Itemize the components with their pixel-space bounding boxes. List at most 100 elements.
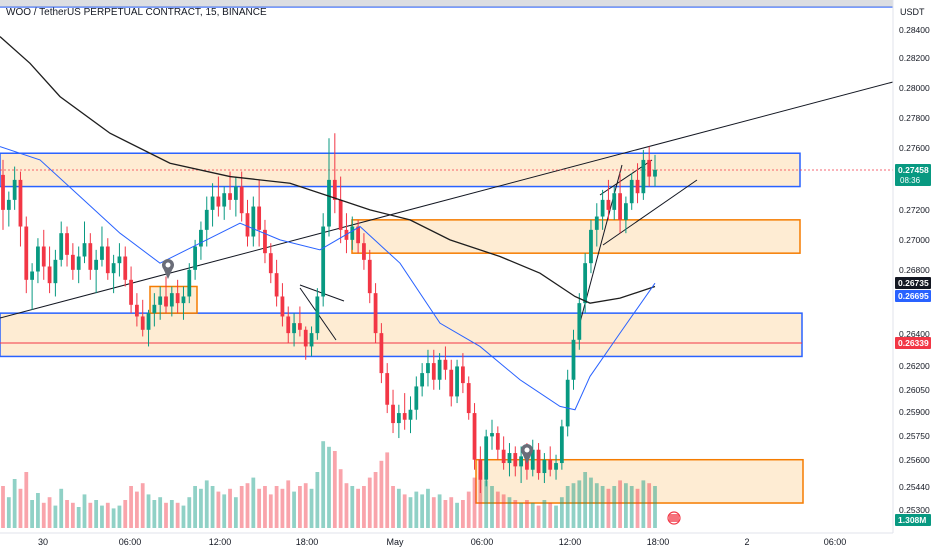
candle[interactable] — [466, 376, 471, 420]
candle[interactable] — [350, 216, 355, 250]
candle[interactable] — [367, 249, 372, 304]
trend-line-0[interactable] — [0, 81, 894, 319]
candle[interactable] — [559, 419, 564, 470]
candle[interactable] — [594, 203, 599, 247]
candle[interactable] — [495, 426, 500, 460]
candle[interactable] — [461, 353, 465, 394]
candle[interactable] — [356, 219, 360, 254]
candle[interactable] — [251, 196, 256, 247]
candle[interactable] — [36, 238, 40, 284]
candle[interactable] — [577, 293, 582, 350]
candle[interactable] — [315, 288, 320, 340]
candle[interactable] — [490, 419, 494, 450]
candle[interactable] — [18, 171, 23, 247]
candle[interactable] — [478, 446, 483, 494]
candle[interactable] — [47, 246, 52, 294]
candle[interactable] — [65, 226, 69, 267]
candle[interactable] — [263, 219, 267, 264]
candle[interactable] — [507, 443, 512, 477]
candle[interactable] — [362, 233, 366, 270]
candle[interactable] — [338, 176, 343, 244]
candle[interactable] — [501, 436, 506, 470]
candle[interactable] — [589, 219, 593, 274]
candle[interactable] — [6, 191, 11, 227]
candle[interactable] — [618, 173, 622, 234]
candle[interactable] — [420, 363, 425, 397]
price-label[interactable]: 0.26735 — [895, 277, 931, 289]
candle[interactable] — [484, 429, 489, 487]
candle[interactable] — [379, 323, 384, 384]
time-axis[interactable]: 30 06:00 12:00 18:00 May 06:00 12:00 18:00 2 06:0… — [0, 532, 893, 547]
candle[interactable] — [268, 243, 273, 284]
candle[interactable] — [298, 306, 302, 337]
us-flag-icon[interactable] — [667, 511, 681, 525]
candle[interactable] — [455, 359, 459, 404]
candle[interactable] — [233, 176, 238, 217]
candle[interactable] — [600, 189, 605, 230]
candle[interactable] — [530, 439, 535, 477]
candle[interactable] — [635, 163, 640, 204]
marker-pin-icon[interactable] — [521, 444, 533, 464]
candle[interactable] — [53, 249, 58, 297]
candle[interactable] — [12, 166, 17, 210]
candle[interactable] — [565, 369, 570, 437]
candle[interactable] — [94, 249, 99, 294]
candle[interactable] — [228, 171, 232, 210]
moving-average-dark[interactable] — [0, 36, 656, 304]
candle[interactable] — [437, 353, 442, 390]
candle[interactable] — [100, 226, 104, 267]
trend-line-2[interactable] — [602, 179, 698, 246]
candle[interactable] — [332, 133, 337, 214]
candle[interactable] — [123, 246, 128, 287]
candle[interactable] — [402, 393, 407, 430]
candle[interactable] — [641, 149, 646, 200]
candle[interactable] — [193, 239, 197, 280]
candle[interactable] — [653, 154, 657, 187]
candle[interactable] — [303, 326, 308, 360]
candle[interactable] — [111, 254, 116, 294]
price-axis[interactable]: 0.28400 0.28200 0.28000 0.27800 0.27600 0.272… — [892, 0, 932, 550]
candle[interactable] — [41, 229, 46, 280]
candle[interactable] — [140, 299, 145, 337]
candle[interactable] — [472, 403, 477, 470]
candle[interactable] — [24, 216, 29, 294]
candle[interactable] — [59, 221, 64, 267]
candle[interactable] — [181, 286, 186, 320]
candle[interactable] — [117, 243, 122, 277]
candle[interactable] — [571, 329, 576, 390]
candle[interactable] — [158, 286, 163, 320]
zone-3[interactable] — [475, 458, 804, 504]
candle[interactable] — [30, 263, 34, 310]
candle[interactable] — [321, 213, 326, 307]
candle[interactable] — [449, 359, 454, 407]
candle[interactable] — [606, 179, 611, 220]
candle[interactable] — [1, 159, 5, 230]
candle[interactable] — [408, 396, 413, 434]
candle[interactable] — [548, 446, 553, 477]
moving-average-blue[interactable] — [0, 146, 656, 411]
zone-2[interactable] — [0, 312, 803, 358]
candle[interactable] — [431, 349, 436, 390]
candle[interactable] — [280, 283, 285, 327]
candle[interactable] — [391, 389, 395, 434]
candle[interactable] — [187, 263, 192, 304]
price-label[interactable]: 0.26695 — [895, 290, 931, 302]
candle[interactable] — [169, 286, 174, 317]
candle[interactable] — [414, 376, 419, 420]
candle[interactable] — [105, 238, 110, 280]
candle[interactable] — [204, 196, 209, 247]
price-label[interactable]: 0.26339 — [895, 337, 931, 349]
candle[interactable] — [222, 186, 227, 220]
marker-pin-icon[interactable] — [162, 259, 174, 279]
candle[interactable] — [327, 138, 331, 237]
candle[interactable] — [135, 293, 139, 327]
candle[interactable] — [309, 326, 314, 357]
candle[interactable] — [292, 313, 296, 347]
candle[interactable] — [513, 446, 518, 477]
candle[interactable] — [542, 453, 547, 484]
candle[interactable] — [624, 196, 628, 234]
candle[interactable] — [175, 279, 180, 314]
